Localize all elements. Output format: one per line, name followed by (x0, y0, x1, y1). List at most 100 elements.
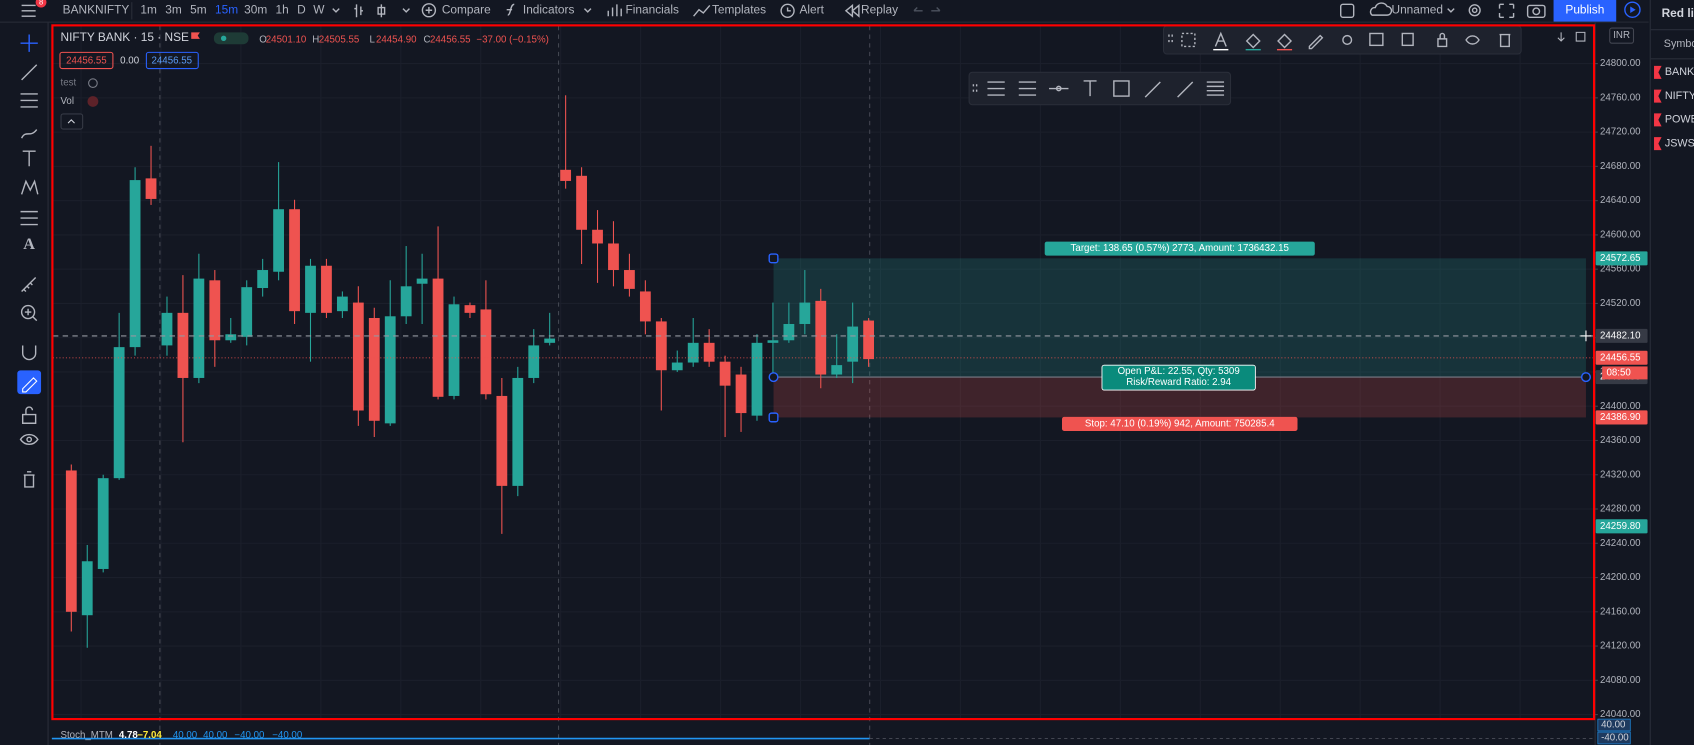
position-handle[interactable] (768, 253, 779, 264)
text-tool[interactable]: A (23, 235, 35, 253)
currency[interactable]: INR (1613, 30, 1630, 41)
financials-button[interactable]: Financials (626, 2, 680, 16)
scroll-icons[interactable] (1557, 31, 1586, 42)
line-tools-toolbar-part-part[interactable] (972, 84, 978, 92)
watchlist-item[interactable]: BANKI (1665, 66, 1694, 78)
interval-button[interactable]: D (297, 2, 306, 16)
chart-type-icons-part[interactable] (506, 3, 515, 16)
chart-type-icons-part[interactable] (354, 4, 363, 18)
drawing-tools-part[interactable] (21, 345, 37, 361)
indicator-test[interactable]: test (61, 78, 77, 89)
drawing-tools-part[interactable] (26, 436, 33, 443)
drawing-properties-toolbar-part-part[interactable] (1342, 34, 1353, 45)
line-tools-toolbar-part[interactable] (968, 71, 1232, 106)
line-tools-toolbar[interactable] (968, 71, 1232, 106)
interval-button[interactable]: W (313, 2, 325, 16)
chart-type-icons-part[interactable] (1624, 1, 1641, 18)
templates-button[interactable]: Templates (712, 2, 766, 16)
drawing-tools-part[interactable] (21, 276, 37, 293)
interval-button[interactable]: 15m (215, 2, 238, 16)
drawing-tools-part[interactable] (20, 34, 38, 52)
line-tools-toolbar-part-part[interactable] (1018, 81, 1037, 96)
line-tools-toolbar-part-part[interactable] (1206, 81, 1225, 96)
chart-type-icons-part[interactable] (1532, 7, 1541, 16)
chart-type-icons-part[interactable] (583, 8, 592, 13)
compare-button[interactable]: Compare (442, 2, 491, 16)
buy-box[interactable] (145, 51, 199, 70)
chart-type-icons-part[interactable] (332, 8, 340, 13)
collapse-button[interactable] (60, 113, 84, 130)
interval-button[interactable]: 5m (190, 2, 207, 16)
publish-button[interactable]: Publish (1565, 2, 1604, 16)
drawing-tools-part[interactable] (20, 210, 38, 226)
chart-type-icons-part[interactable] (844, 3, 860, 18)
drawing-tools-part[interactable] (20, 93, 38, 108)
watchlist-item[interactable]: POWE (1665, 114, 1694, 126)
drawing-tools[interactable] (19, 34, 39, 488)
chart-type-icons-part[interactable] (1526, 4, 1546, 18)
publish-bg[interactable] (1553, 0, 1617, 22)
chart-type-icons-part[interactable] (786, 7, 791, 12)
chart-type-icons-part[interactable] (377, 4, 386, 18)
interval-button[interactable]: 30m (244, 2, 267, 16)
drawing-tools-part[interactable] (19, 433, 39, 445)
drawing-tools-part[interactable] (23, 471, 35, 488)
drawing-tools-part[interactable] (20, 304, 36, 320)
drawing-tools-part[interactable] (21, 406, 37, 424)
chart-type-icons-part[interactable] (913, 7, 941, 12)
menu-icon[interactable] (21, 4, 36, 17)
line-tools-toolbar-part-part[interactable] (1113, 80, 1130, 97)
chart-type-icons-part[interactable] (693, 4, 711, 17)
drawing-tools-part[interactable] (21, 64, 38, 81)
indicators-button[interactable]: Indicators (523, 2, 575, 16)
chart-type-icons-part[interactable] (1369, 2, 1393, 16)
watchlist-title[interactable]: Red li (1662, 6, 1694, 20)
replay-button[interactable]: Replay (861, 2, 898, 16)
chart-type-icons-part[interactable] (1630, 6, 1636, 13)
drawing-properties-toolbar[interactable] (1163, 25, 1522, 55)
sell-price[interactable]: 24456.55 (66, 56, 107, 67)
drawing-properties-toolbar-part-part[interactable] (1181, 32, 1196, 48)
chart-type-icons-part[interactable] (1471, 7, 1478, 14)
drawing-properties-toolbar-part-part[interactable] (1437, 32, 1448, 48)
chart-type-icons-part[interactable] (1498, 3, 1515, 18)
drawing-tools-part[interactable] (20, 129, 38, 139)
line-tools-toolbar-part-part[interactable] (1144, 81, 1161, 98)
drawing-properties-toolbar-part-part[interactable] (1308, 34, 1324, 50)
chart-type-icons-part[interactable] (421, 3, 437, 18)
drawing-properties-toolbar-part-part[interactable] (1168, 34, 1173, 43)
drawing-tools-part[interactable] (20, 179, 39, 195)
sell-box[interactable] (59, 51, 114, 70)
watchlist-item[interactable]: JSWST (1665, 137, 1694, 149)
line-tools-toolbar-part-part[interactable] (1177, 81, 1194, 98)
interval-button[interactable]: 3m (165, 2, 182, 16)
drawing-properties-toolbar-part-part[interactable] (1465, 35, 1480, 45)
chart-type-icons-part[interactable] (1340, 3, 1355, 18)
position-handle[interactable] (768, 372, 779, 383)
line-tools-toolbar-part-part[interactable] (1083, 80, 1097, 97)
drawing-properties-toolbar-part-part[interactable] (1245, 33, 1261, 49)
hidden-icon[interactable] (88, 78, 98, 88)
currency-box[interactable] (1609, 27, 1635, 44)
line-tools-toolbar-part-part[interactable] (987, 81, 1005, 96)
drawing-properties-toolbar-part-part[interactable] (1214, 31, 1227, 47)
chart-type-icons-part[interactable] (1447, 8, 1455, 13)
drawing-properties-toolbar-part-part[interactable] (1401, 32, 1414, 47)
drawing-properties-toolbar-part-part[interactable] (1499, 33, 1511, 48)
chart-type-icons-part[interactable] (425, 7, 433, 14)
drawing-tools-part[interactable] (24, 308, 38, 322)
layout-name[interactable]: Unnamed (1392, 2, 1444, 16)
position-handle[interactable] (1580, 372, 1591, 383)
position-handle[interactable] (768, 412, 779, 423)
chart-type-icons-part[interactable] (780, 3, 795, 18)
drawing-properties-toolbar-part[interactable] (1168, 31, 1511, 51)
drawing-properties-toolbar-part-part[interactable] (1277, 33, 1293, 49)
line-tools-toolbar-part-part[interactable] (1055, 85, 1062, 92)
indicator-vol[interactable]: Vol (61, 96, 75, 107)
chart-type-icons-part[interactable] (402, 8, 410, 13)
line-tools-toolbar-part[interactable] (972, 80, 1225, 98)
chart-type-icons[interactable] (332, 1, 1641, 18)
alert-button[interactable]: Alert (799, 2, 824, 16)
drawing-tools-part[interactable] (22, 150, 36, 167)
buy-price[interactable]: 24456.55 (151, 56, 192, 67)
